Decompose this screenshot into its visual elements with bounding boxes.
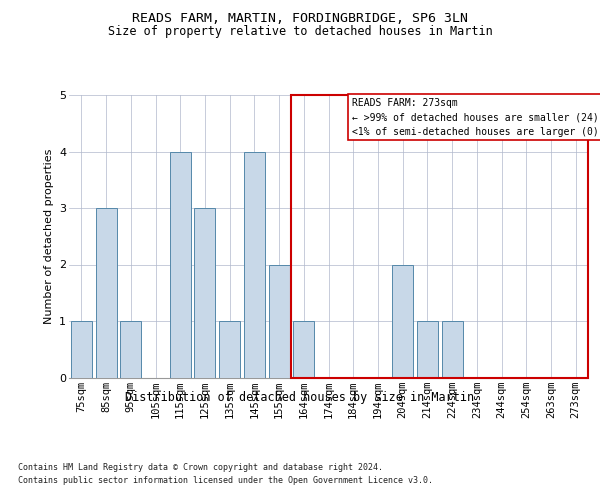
Bar	[170, 152, 191, 378]
Y-axis label: Number of detached properties: Number of detached properties	[44, 148, 53, 324]
Text: Contains public sector information licensed under the Open Government Licence v3: Contains public sector information licen…	[18, 476, 433, 485]
Bar	[392, 264, 413, 378]
Text: Contains HM Land Registry data © Crown copyright and database right 2024.: Contains HM Land Registry data © Crown c…	[18, 462, 383, 471]
Text: READS FARM, MARTIN, FORDINGBRIDGE, SP6 3LN: READS FARM, MARTIN, FORDINGBRIDGE, SP6 3…	[132, 12, 468, 26]
Bar	[417, 321, 438, 378]
Bar	[71, 321, 92, 378]
Text: Distribution of detached houses by size in Martin: Distribution of detached houses by size …	[125, 391, 475, 404]
Bar	[292, 95, 588, 378]
Bar	[442, 321, 463, 378]
Text: Size of property relative to detached houses in Martin: Size of property relative to detached ho…	[107, 25, 493, 38]
Bar	[269, 264, 290, 378]
Text: READS FARM: 273sqm
← >99% of detached houses are smaller (24)
<1% of semi-detach: READS FARM: 273sqm ← >99% of detached ho…	[352, 98, 600, 136]
Bar	[293, 321, 314, 378]
Bar	[95, 208, 116, 378]
Bar	[120, 321, 141, 378]
Bar	[244, 152, 265, 378]
Bar	[194, 208, 215, 378]
Bar	[219, 321, 240, 378]
